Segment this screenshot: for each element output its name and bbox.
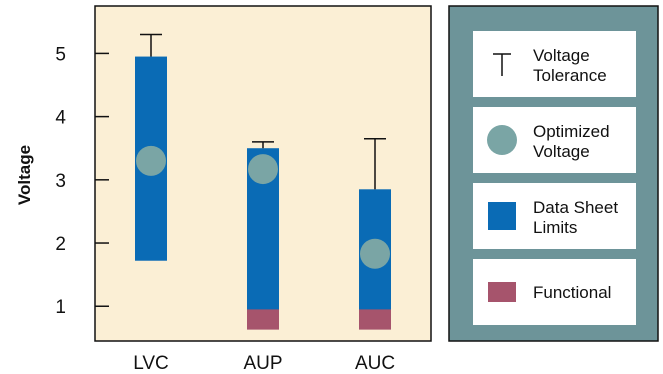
chart-marks [135, 33, 391, 330]
functional-bar [359, 309, 391, 330]
legend-label: Voltage [533, 142, 590, 161]
legend-label: Data Sheet [533, 198, 618, 217]
x-tick-label: AUC [355, 353, 395, 374]
y-tick-label: 1 [55, 297, 66, 318]
optimized-voltage-marker [248, 154, 278, 185]
optimized-voltage-marker [360, 238, 390, 269]
x-axis: LVC AUP AUC [133, 353, 395, 374]
x-tick-label: LVC [133, 353, 169, 374]
limits-legend-icon [488, 202, 516, 230]
legend-label: Optimized [533, 122, 610, 141]
legend-label: Tolerance [533, 66, 607, 85]
y-axis-title: Voltage [15, 145, 34, 205]
legend-item [473, 31, 636, 97]
circle-legend-icon [487, 125, 517, 155]
legend-label: Voltage [533, 46, 590, 65]
x-tick-label: AUP [243, 353, 282, 374]
legend-label: Functional [533, 283, 611, 302]
functional-legend-icon [488, 282, 516, 302]
optimized-voltage-marker [136, 145, 166, 176]
y-axis: 1 2 3 4 5 [55, 44, 109, 318]
y-tick-label: 2 [55, 234, 66, 255]
y-tick-label: 4 [55, 108, 66, 129]
legend-label: Limits [533, 218, 577, 237]
functional-bar [247, 309, 279, 330]
y-tick-label: 3 [55, 171, 66, 192]
y-tick-label: 5 [55, 44, 66, 65]
